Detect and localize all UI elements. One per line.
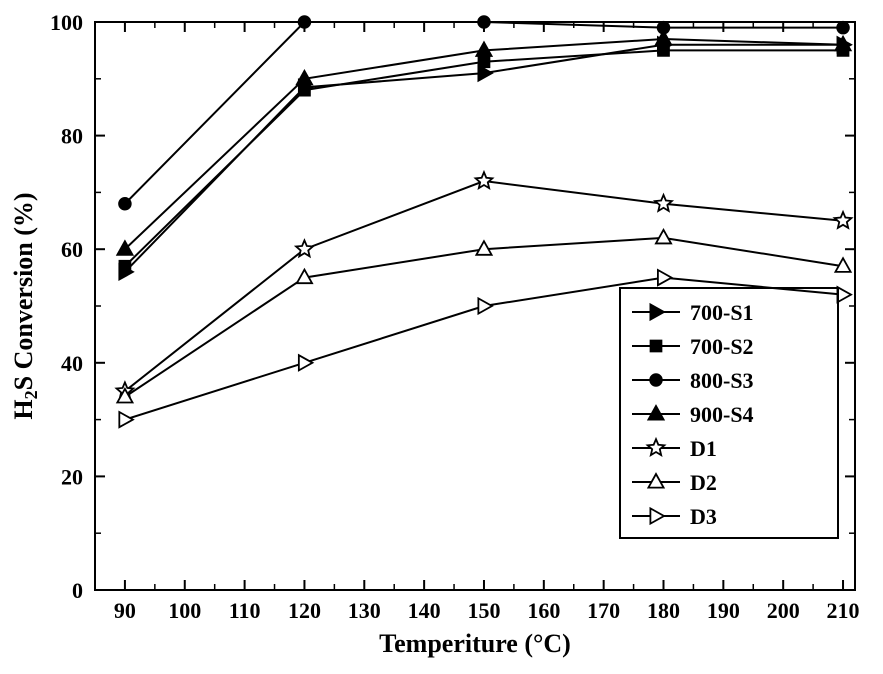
legend-row-D2: D2 [632, 470, 717, 495]
legend-row-D1: D1 [632, 436, 717, 461]
marker-circle-filled [298, 16, 310, 28]
y-tick-label: 60 [61, 237, 83, 262]
y-tick-label: 100 [50, 10, 83, 35]
x-tick-label: 110 [229, 598, 261, 623]
series-700-S2 [119, 45, 848, 272]
x-tick-label: 120 [288, 598, 321, 623]
legend-label: 800-S3 [690, 368, 754, 393]
marker-star-open [655, 195, 672, 211]
legend-row-D3: D3 [632, 504, 717, 529]
marker-triangle-right-open [837, 287, 851, 302]
chart-root: 90 100 110 120 130 140 150 160 170 180 190 200 210 0 2… [0, 0, 883, 674]
legend-row-700-S2: 700-S2 [632, 334, 754, 359]
marker-square-filled [119, 261, 130, 272]
legend-row-900-S4: 900-S4 [632, 402, 754, 427]
legend-label: 900-S4 [690, 402, 754, 427]
marker-circle-filled [478, 16, 490, 28]
marker-triangle-right-open [119, 412, 133, 427]
y-tick-label: 80 [61, 124, 83, 149]
marker-square-filled [299, 85, 310, 96]
y-tick-label: 0 [72, 578, 83, 603]
x-axis-title: Temperiture (°C) [379, 629, 571, 658]
x-tick-label: 150 [467, 598, 500, 623]
y-tick-label: 20 [61, 464, 83, 489]
marker-square-filled [658, 45, 669, 56]
marker-circle-filled [837, 22, 849, 34]
marker-star-open [835, 212, 852, 228]
legend-label: D3 [690, 504, 717, 529]
x-tick-label: 170 [587, 598, 620, 623]
x-tick-label: 160 [527, 598, 560, 623]
x-tick-label: 140 [408, 598, 441, 623]
x-tick-label: 200 [767, 598, 800, 623]
x-tick-label: 180 [647, 598, 680, 623]
legend-label: 700-S1 [690, 300, 754, 325]
marker-triangle-up-filled [648, 406, 663, 420]
marker-triangle-up-open [656, 230, 671, 244]
y-tick-label: 40 [61, 351, 83, 376]
marker-circle-filled [119, 198, 131, 210]
legend-row-700-S1: 700-S1 [632, 300, 754, 325]
marker-square-filled [478, 56, 489, 67]
legend-row-800-S3: 800-S3 [632, 368, 754, 393]
legend-label: D2 [690, 470, 717, 495]
y-axis-title: H2S Conversion (%) [9, 192, 41, 419]
x-tick-label: 190 [707, 598, 740, 623]
x-tick-label: 90 [114, 598, 136, 623]
marker-star-open [476, 172, 493, 188]
marker-triangle-right-open [299, 355, 313, 370]
x-tick-label: 210 [827, 598, 860, 623]
marker-square-filled [650, 340, 661, 351]
marker-triangle-right-open [658, 270, 672, 285]
x-tick-label: 130 [348, 598, 381, 623]
marker-triangle-right-filled [650, 304, 664, 319]
marker-star-open [648, 439, 665, 455]
marker-triangle-right-open [650, 508, 664, 523]
legend-label: 700-S2 [690, 334, 754, 359]
legend-label: D1 [690, 436, 717, 461]
chart-svg: 90 100 110 120 130 140 150 160 170 180 190 200 210 0 2… [0, 0, 883, 674]
x-tick-label: 100 [168, 598, 201, 623]
marker-triangle-right-open [478, 298, 492, 313]
marker-circle-filled [650, 374, 662, 386]
marker-triangle-up-open [648, 474, 663, 488]
